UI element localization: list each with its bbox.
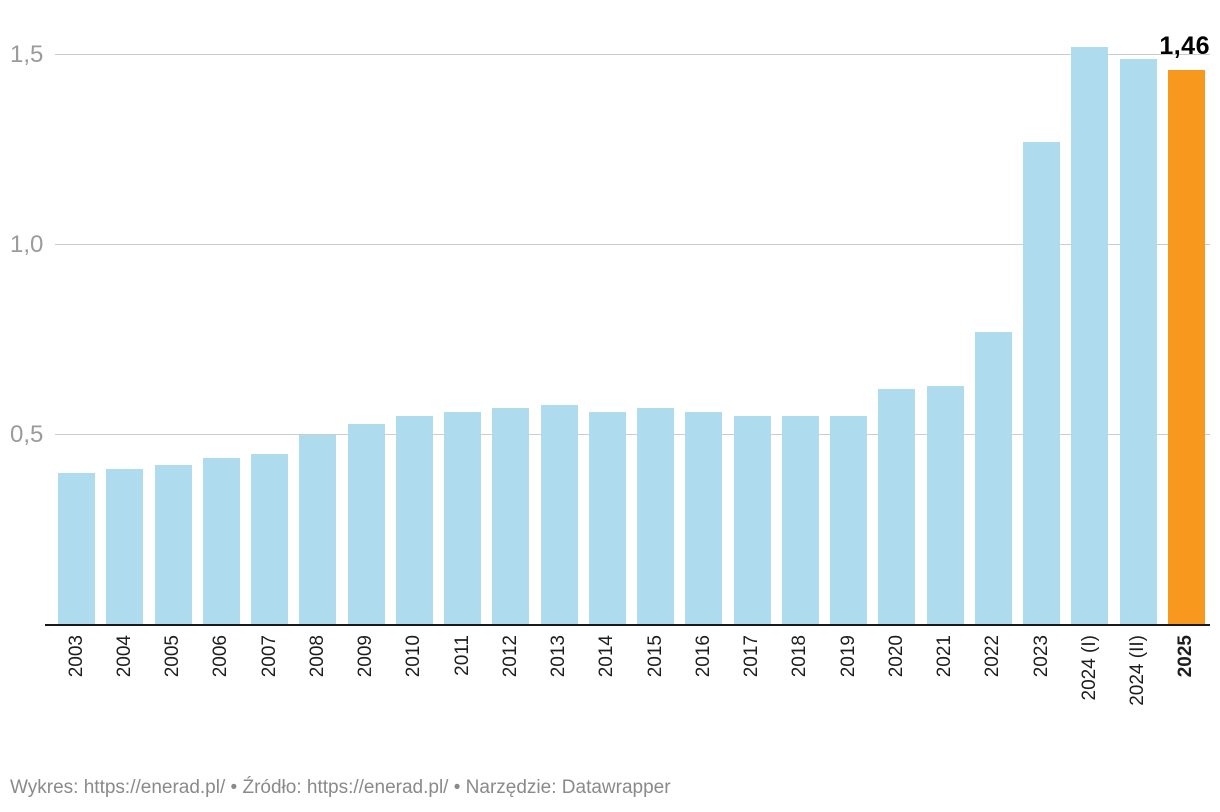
gridline-1,0 [55,244,1210,245]
gridline-0,5 [55,434,1210,435]
x-label-2022: 2022 [982,635,1004,678]
bar-2010[interactable] [395,416,433,625]
plot-area [55,54,1210,625]
footer-tool-label: Narzędzie: [465,777,562,798]
y-tick-label: 0,5 [10,421,44,448]
x-label-slot: 2011 [444,635,481,676]
x-label-2020: 2020 [885,635,907,678]
bar-2024 (I)[interactable] [1071,47,1109,625]
footer: Wykres: https://enerad.pl/ • Źródło: htt… [10,774,671,802]
x-label-slot: 2005 [155,635,192,677]
x-label-2008: 2008 [306,635,328,678]
x-axis-labels: 2003 2004 2005 2006 2007 2008 2009 2010 2011 2012… [58,635,1205,706]
x-label-slot: 2020 [878,635,915,677]
x-label-2014: 2014 [596,635,618,678]
x-label-2025: 2025 [1175,635,1197,678]
x-label-slot: 2004 [106,635,143,677]
x-label-2015: 2015 [644,635,666,678]
x-label-2004: 2004 [113,635,135,678]
x-label-slot: 2014 [589,635,626,677]
x-label-2018: 2018 [789,635,811,678]
x-label-slot: 2022 [975,635,1012,677]
x-label-slot: 2003 [58,635,95,677]
x-label-slot: 2015 [637,635,674,677]
footer-source-label: Źródło: [242,777,307,798]
x-label-slot: 2025 [1168,635,1205,677]
bar-2025[interactable] [1167,70,1205,625]
bar-2003[interactable] [58,473,95,625]
gridline-1,5 [55,54,1210,55]
bar-2017[interactable] [733,416,771,625]
x-label-2021: 2021 [934,635,955,678]
x-label-slot: 2019 [830,635,867,677]
bar-2011[interactable] [444,412,481,625]
bar-2023[interactable] [1023,142,1060,625]
bar-2021[interactable] [926,385,964,625]
x-label-2017: 2017 [741,635,762,678]
x-label-slot: 2018 [782,635,819,677]
x-label-slot: 2024 (I) [1071,635,1108,700]
x-label-slot: 2008 [299,635,336,677]
bar-2013[interactable] [540,404,578,625]
bar-2014[interactable] [588,412,626,625]
bar-2015[interactable] [637,408,674,625]
footer-separator: • [448,777,466,798]
x-label-slot: 2009 [348,635,385,677]
x-label-slot: 2010 [396,635,433,677]
x-label-2009: 2009 [355,635,376,678]
footer-separator: • [225,777,243,798]
value-annotation: 1,46 [1159,32,1210,60]
bar-2006[interactable] [202,457,240,625]
bar-2020[interactable] [878,389,916,625]
bar-2004[interactable] [106,469,144,625]
x-label-2011: 2011 [451,635,473,676]
y-axis: 0,5 1,0 1,5 [10,41,55,625]
x-label-2003: 2003 [65,635,87,678]
bar-2007[interactable] [251,454,288,625]
x-label-2010: 2010 [403,635,425,678]
x-label-2024 (I): 2024 (I) [1078,635,1100,701]
y-tick-label: 1,5 [10,41,44,68]
x-axis-line [45,624,1210,626]
bar-2024 (II)[interactable] [1119,58,1157,625]
x-label-2016: 2016 [692,635,714,678]
y-tick-label: 1,0 [10,231,44,258]
x-label-2024 (II): 2024 (II) [1127,635,1148,706]
x-label-slot: 2006 [203,635,240,677]
x-label-slot: 2017 [734,635,771,677]
bar-2005[interactable] [154,465,192,625]
x-label-slot: 2021 [927,635,964,677]
footer-chart-link[interactable]: https://enerad.pl/ [83,777,226,798]
bar-2018[interactable] [781,416,819,625]
x-label-2007: 2007 [258,635,280,678]
bar-2019[interactable] [830,416,867,625]
bars [58,47,1205,625]
bar-2022[interactable] [974,332,1012,625]
footer-chart-label: Wykres: [10,777,84,798]
x-label-slot: 2013 [541,635,578,677]
x-label-2005: 2005 [162,635,183,678]
footer-source-link[interactable]: https://enerad.pl/ [306,777,449,798]
x-label-slot: 2012 [492,635,529,677]
x-label-2012: 2012 [499,635,521,678]
x-label-2006: 2006 [210,635,232,678]
bar-2009[interactable] [347,423,385,625]
bar-2008[interactable] [299,435,337,625]
x-label-2023: 2023 [1030,635,1052,678]
x-label-2019: 2019 [837,635,859,678]
footer-tool-link[interactable]: Datawrapper [561,777,671,798]
x-label-slot: 2016 [685,635,722,677]
x-label-slot: 2023 [1023,635,1060,677]
x-label-2013: 2013 [548,635,569,678]
bar-2012[interactable] [492,408,530,625]
bar-2016[interactable] [685,412,723,625]
x-label-slot: 2024 (II) [1120,635,1157,706]
x-label-slot: 2007 [251,635,288,677]
